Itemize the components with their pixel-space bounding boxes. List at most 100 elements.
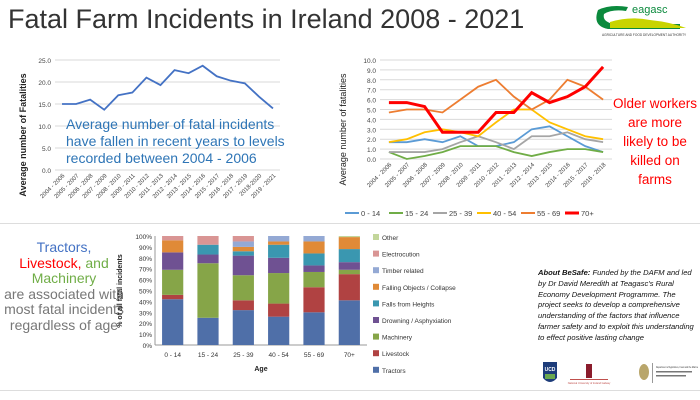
bar-segment-Machinery [303,271,325,288]
legend-label: Falling Objects / Collapse [382,285,456,292]
ucd-logo: UCD [543,362,557,382]
nuig-logo-text: National University of Ireland Galway [568,381,611,385]
bar-segment-Drowning / Asphyxiation [268,257,290,274]
legend-swatch [373,317,379,323]
bar-segment-Electrocution [232,236,254,242]
bar-segment-Falls from Heights [197,244,219,255]
bar-segment-Livestock [303,287,325,313]
x-tick-label: 25 - 39 [233,352,254,359]
bar-segment-Timber related [268,236,290,242]
y-axis-label: Average number of Fatalities [18,73,28,196]
x-tick-label: 0 - 14 [164,352,181,359]
partner-logos: UCD National University of Ireland Galwa… [543,362,698,385]
y-tick-label: 90% [139,245,152,252]
bar-segment-Falling Objects / Collapse [162,240,184,253]
legend-label: 55 - 69 [537,209,560,218]
y-tick-label: 9.0 [367,68,376,75]
legend-swatch [373,250,379,257]
y-tick-label: 1.0 [367,147,376,154]
y-tick-label: 50% [139,289,152,296]
cause-note: Tractors, Livestock, and Machinery are a… [4,239,124,333]
y-tick-label: 0.0 [42,168,51,175]
y-tick-label: 5.0 [367,108,376,115]
bar-segment-Falls from Heights [338,249,360,263]
bar-segment-Tractors [197,317,219,345]
y-tick-label: 10% [139,332,152,339]
legend-swatch [373,366,379,373]
x-tick-label: 40 - 54 [269,352,290,359]
legend-label: Other [382,235,399,242]
svg-text:eagasc: eagasc [632,4,668,16]
bar-segment-Falling Objects / Collapse [268,241,290,245]
bar-segment-Timber related [232,241,254,247]
legend-label: 40 - 54 [493,209,516,218]
legend-swatch [373,234,379,240]
note-and: and [81,254,109,271]
legend-label: Drowning / Asphyxiation [382,318,452,325]
bar-segment-Machinery [338,269,360,275]
y-tick-label: 4.0 [367,117,376,124]
bar-segment-Drowning / Asphyxiation [303,265,325,272]
ucd-logo-text: UCD [545,367,556,373]
bar-segment-Falling Objects / Collapse [338,237,360,250]
legend-swatch [373,300,379,307]
y-tick-label: 40% [139,299,152,306]
y-tick-label: 20.0 [38,80,51,87]
dafm-logo: Department of Agriculture, Food and the … [639,363,698,383]
y-tick-label: 10.0 [38,124,51,131]
bar-segment-Falls from Heights [232,251,254,256]
y-tick-label: 8.0 [367,78,376,85]
about-besafe: About BeSafe: Funded by the DAFM and led… [538,268,698,344]
bar-segment-Drowning / Asphyxiation [338,262,360,270]
chart1-annotation: Average number of fatal incidents have f… [66,116,285,166]
bar-segment-Tractors [162,299,184,345]
legend-swatch [373,350,379,357]
bar-segment-Electrocution [197,236,219,245]
bar-segment-Drowning / Asphyxiation [162,252,184,270]
bar-segment-Falling Objects / Collapse [232,246,254,252]
y-tick-label: 3.0 [367,127,376,134]
legend-swatch [373,267,379,274]
about-label: About BeSafe: [538,268,591,277]
y-tick-label: 2.0 [367,137,376,144]
y-tick-label: 15.0 [38,102,51,109]
legend-label: 25 - 39 [449,209,472,218]
bar-segment-Falling Objects / Collapse [303,241,325,254]
y-tick-label: 0.0 [367,157,376,164]
dafm-logo-text: Department of Agriculture, Food and the … [656,365,698,369]
y-tick-label: 5.0 [42,146,51,153]
y-tick-label: 6.0 [367,98,376,105]
x-tick-label: 15 - 24 [198,352,219,359]
legend-label: Livestock [382,351,410,358]
divider [0,223,700,224]
bar-segment-Machinery [197,263,219,318]
legend-swatch [373,333,379,340]
note-livestock: Livestock, [19,254,82,271]
y-tick-label: 30% [139,310,152,317]
teagasc-logo: eagasc AGRICULTURE AND FOOD DEVELOPMENT … [596,4,687,37]
bar-segment-Machinery [232,275,254,301]
bar-segment-Machinery [162,269,184,295]
bar-segment-Drowning / Asphyxiation [197,254,219,264]
y-tick-label: 7.0 [367,88,376,95]
series-line-average [62,64,274,111]
y-tick-label: 80% [139,256,152,263]
y-axis-label: % of all fatal incidents [117,254,124,328]
bar-segment-Tractors [268,316,290,345]
slide-title: Fatal Farm Incidents in Ireland 2008 - 2… [8,4,525,34]
legend-swatch [373,283,379,290]
y-tick-label: 20% [139,321,152,328]
nuig-logo: National University of Ireland Galway [568,364,611,385]
legend-label: Timber related [382,268,424,275]
y-tick-label: 100% [135,234,152,241]
legend-label: 15 - 24 [405,209,428,218]
bar-segment-Drowning / Asphyxiation [232,255,254,276]
bar-segment-Other [338,236,360,238]
legend-label: Falls from Heights [382,301,435,308]
bar-segment-Livestock [268,303,290,317]
y-tick-label: 0% [143,343,153,350]
chart2-annotation: Older workers are more likely to be kill… [612,96,698,187]
y-axis-label: Average number of fatalities [338,73,348,185]
x-tick-label: 70+ [344,352,355,359]
x-tick-label: 55 - 69 [304,352,325,359]
